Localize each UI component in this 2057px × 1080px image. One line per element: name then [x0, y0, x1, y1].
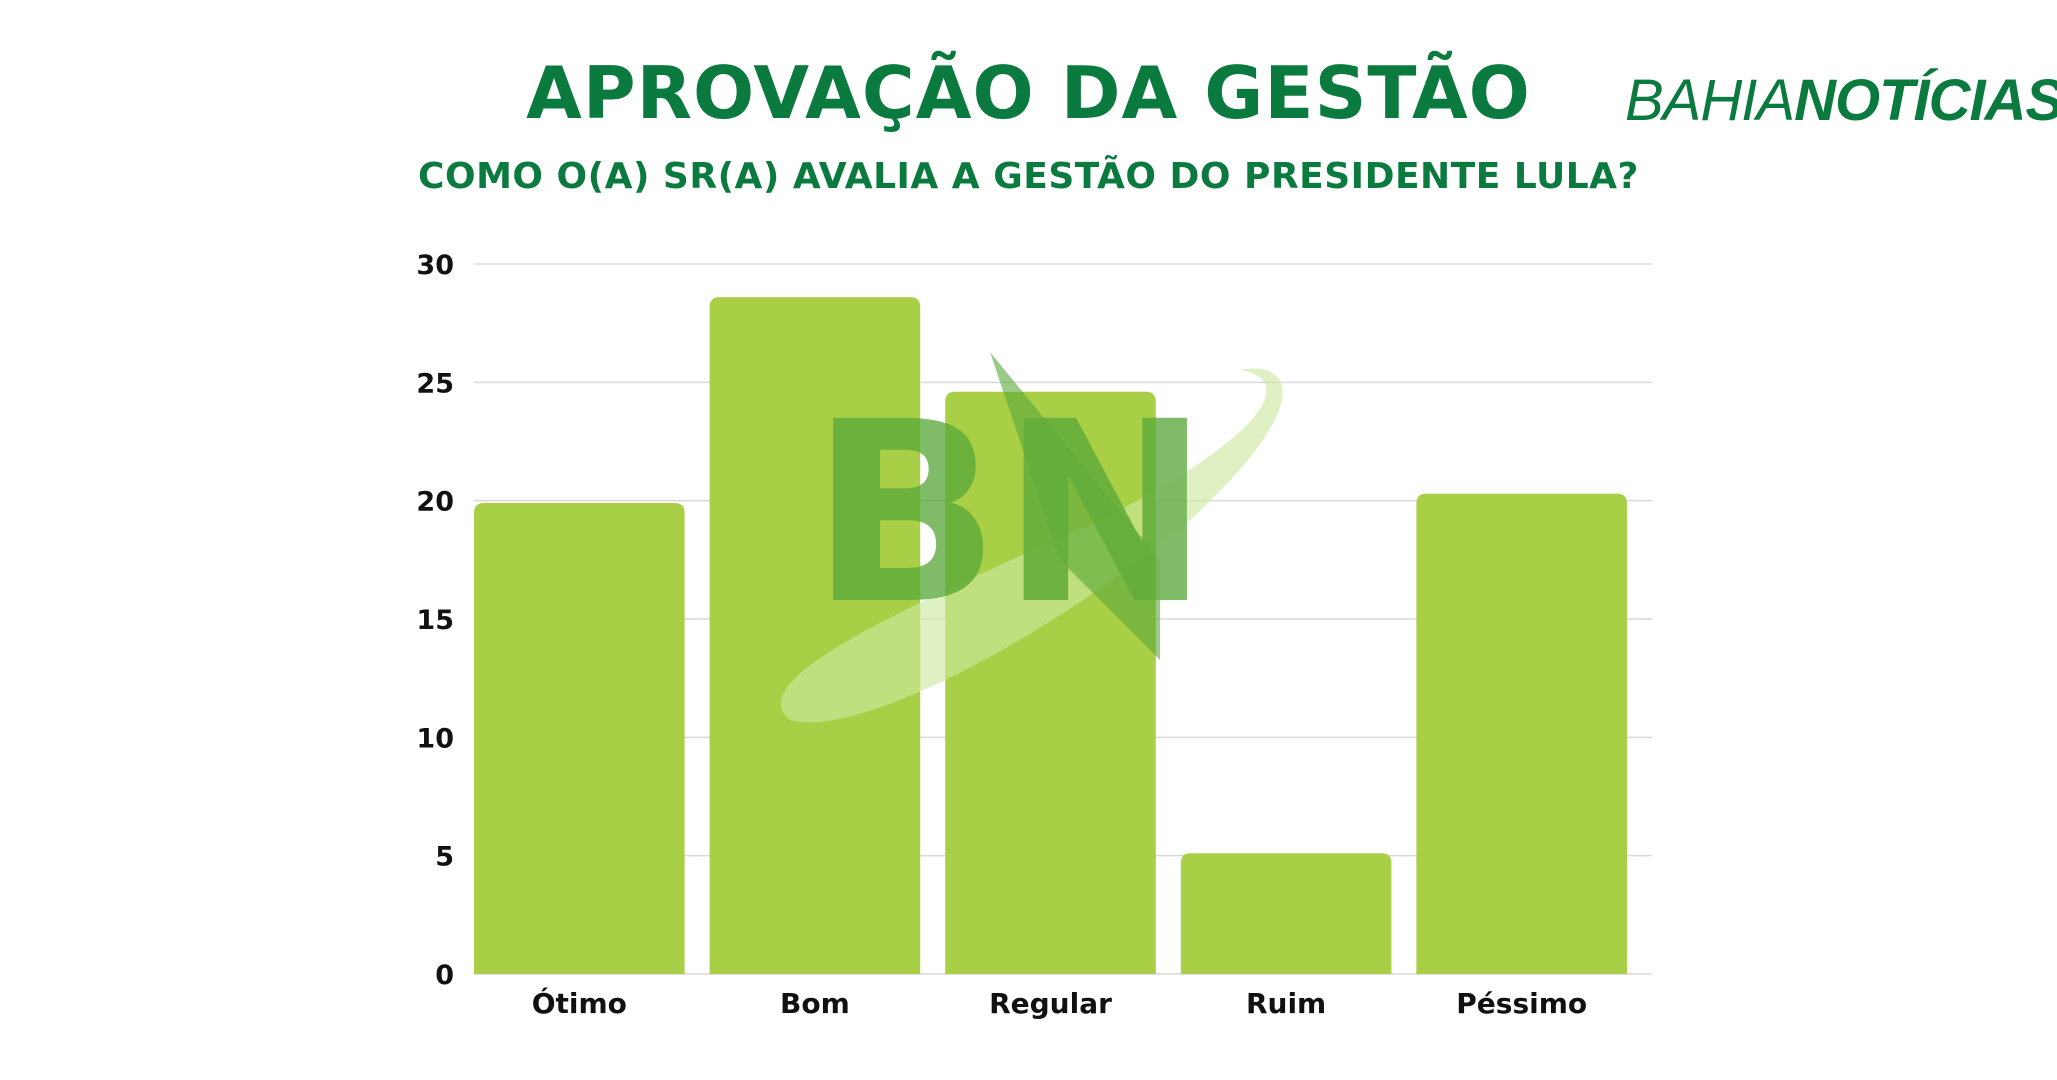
chart-subtitle: COMO O(A) SR(A) AVALIA A GESTÃO DO PRESI… — [418, 156, 1639, 197]
chart-title: APROVAÇÃO DA GESTÃO — [526, 51, 1531, 135]
x-category-label: Péssimo — [1456, 987, 1587, 1020]
y-tick-label: 20 — [416, 487, 454, 518]
bar-1 — [709, 297, 921, 975]
watermark-logo: BN — [780, 352, 1283, 723]
y-tick-label: 5 — [435, 842, 454, 873]
brand-logo-part2: NOTÍCIAS — [1794, 68, 2057, 133]
bar-0 — [474, 503, 685, 974]
y-axis: 0 5 10 15 20 25 30 — [416, 250, 454, 991]
brand-logo-part1: BAHIA — [1625, 68, 1795, 133]
y-tick-label: 15 — [416, 605, 454, 636]
watermark-arrow — [990, 352, 1160, 660]
x-category-label: Ótimo — [532, 986, 627, 1020]
x-axis-labels: Ótimo Bom Regular Ruim Péssimo — [532, 986, 1587, 1020]
x-category-label: Ruim — [1246, 987, 1326, 1020]
bar-4 — [1416, 493, 1627, 974]
x-category-label: Bom — [780, 987, 850, 1020]
watermark-swoosh — [780, 368, 1283, 723]
x-category-label: Regular — [989, 987, 1112, 1020]
brand-logo: BAHIANOTÍCIAS — [1625, 66, 2057, 136]
y-tick-label: 30 — [416, 250, 454, 281]
y-tick-label: 25 — [416, 368, 454, 399]
bar-3 — [1180, 853, 1392, 974]
y-tick-label: 10 — [416, 723, 454, 754]
y-tick-label: 0 — [435, 960, 454, 991]
